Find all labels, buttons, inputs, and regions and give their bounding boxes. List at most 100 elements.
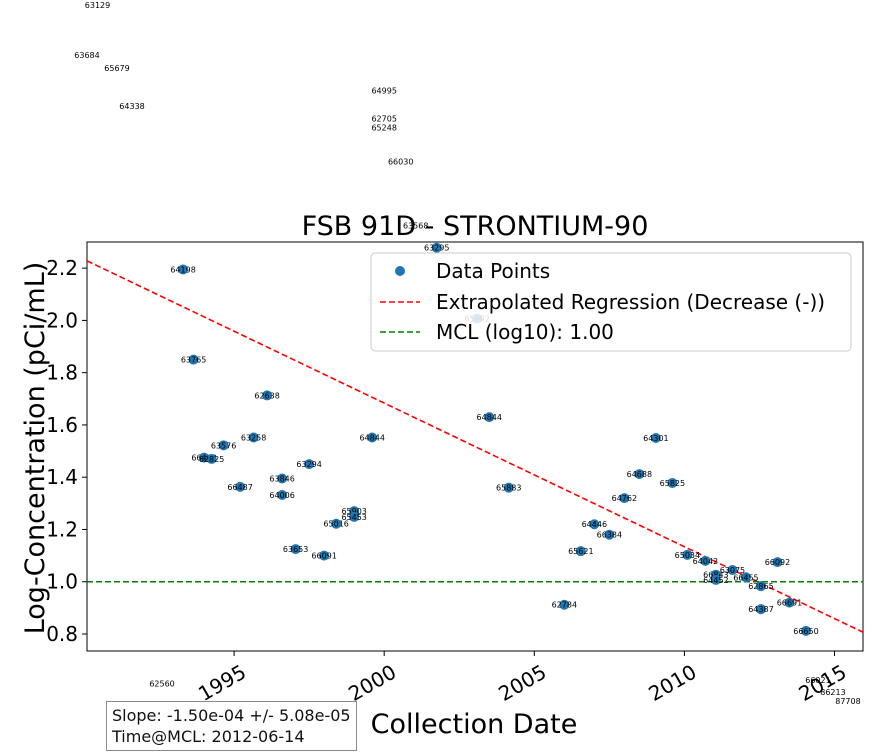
y-tick-label: 0.8 (46, 622, 78, 646)
data-point-label: 64452 (703, 576, 728, 585)
stray-label: 65679 (104, 64, 129, 73)
data-point (248, 432, 259, 443)
stray-label: 63568 (403, 221, 428, 230)
data-point-label: 63294 (296, 460, 321, 469)
data-point-label: 65883 (496, 484, 521, 493)
data-point-label: 63576 (211, 441, 236, 450)
data-point-label: 66650 (793, 627, 818, 636)
stray-label: 66030 (388, 157, 413, 166)
data-point (559, 599, 570, 610)
data-point (277, 473, 288, 484)
data-point (710, 574, 721, 585)
data-point-label: 63075 (720, 566, 745, 575)
data-point-label: 63846 (269, 475, 294, 484)
data-point (178, 264, 189, 275)
data-point (431, 242, 442, 253)
data-point (727, 564, 738, 575)
data-point (700, 555, 711, 566)
y-tick-label: 1.8 (46, 361, 78, 385)
stray-label: 65248 (371, 123, 396, 132)
data-point (349, 511, 360, 522)
data-point (235, 481, 246, 492)
stray-label: 64995 (371, 87, 396, 96)
y-tick-label: 2.0 (46, 308, 78, 332)
data-point-label: 65034 (675, 551, 700, 560)
legend: Data Points Extrapolated Regression (Dec… (370, 252, 852, 352)
stray-label: 62705 (371, 114, 396, 123)
data-point-label: 63258 (241, 433, 266, 442)
data-point (304, 459, 315, 470)
data-point-label: 62638 (254, 391, 279, 400)
data-point-label: 64688 (627, 470, 652, 479)
data-point (589, 519, 600, 530)
legend-points-label: Data Points (436, 259, 550, 283)
data-point (188, 354, 199, 365)
stray-label: 63129 (85, 1, 110, 10)
x-tick-label: 2010 (644, 660, 700, 706)
stray-label: 63684 (74, 51, 99, 60)
data-point-label: 63765 (181, 356, 206, 365)
stray-label: 64338 (119, 102, 144, 111)
y-tick-label: 1.0 (46, 570, 78, 594)
stray-label: 62560 (149, 679, 174, 688)
time-at-mcl-text: Time@MCL: 2012-06-14 (112, 727, 305, 746)
legend-box (370, 252, 852, 352)
data-point-label: 65825 (660, 479, 685, 488)
y-tick-label: 1.2 (46, 517, 78, 541)
data-point (667, 477, 678, 488)
data-point-label: 64042 (693, 557, 718, 566)
data-point-label: 66091 (311, 552, 336, 561)
data-point-label: 64446 (582, 520, 607, 529)
data-point-label: 64387 (748, 605, 773, 614)
stats-box: Slope: -1.50e-04 +/- 5.08e-05 Time@MCL: … (106, 701, 357, 751)
data-point (331, 518, 342, 529)
data-point (277, 489, 288, 500)
data-point (755, 581, 766, 592)
stray-label: 87708 (835, 697, 860, 706)
data-point (784, 597, 795, 608)
data-point (206, 453, 217, 464)
x-tick-label: 2000 (344, 660, 400, 706)
data-point (800, 625, 811, 636)
x-axis-label: Collection Date (371, 709, 578, 740)
data-point (575, 546, 586, 557)
data-point-label: 64006 (269, 491, 294, 500)
data-point-label: 62865 (748, 582, 773, 591)
y-axis-ticks: 0.8 1.0 1.2 1.4 1.6 1.8 2.0 2.2 (46, 256, 87, 646)
y-tick-label: 2.2 (46, 256, 78, 280)
data-point (604, 529, 615, 540)
data-point (755, 604, 766, 615)
data-point-label: 66463 (191, 454, 216, 463)
data-point-label: 66092 (765, 558, 790, 567)
legend-regression-label: Extrapolated Regression (Decrease (-)) (436, 290, 825, 314)
data-point-label: 64844 (477, 413, 502, 422)
data-point-label: 65016 (323, 520, 348, 529)
data-point-label: 64301 (643, 434, 668, 443)
chart-title: FSB 91D - STRONTIUM-90 (302, 211, 649, 242)
data-point (218, 440, 229, 451)
data-point-label: 64844 (359, 433, 384, 442)
data-point (262, 390, 273, 401)
stray-label: 86213 (820, 688, 845, 697)
data-point-label: 64198 (170, 265, 195, 274)
data-point (503, 482, 514, 493)
data-point-label: 65903 (341, 507, 366, 516)
data-point-label: 62825 (199, 455, 224, 464)
data-point (634, 469, 645, 480)
data-point (650, 433, 661, 444)
data-point (682, 549, 693, 560)
x-tick-label: 1995 (194, 660, 250, 706)
data-point-label: 66487 (227, 483, 252, 492)
legend-mcl-label: MCL (log10): 1.00 (436, 320, 614, 344)
data-point (367, 432, 378, 443)
x-axis-ticks: 1995 2000 2005 2010 2015 (194, 651, 851, 706)
data-point-label: 63295 (424, 244, 449, 253)
data-point-label: 66384 (597, 531, 622, 540)
y-tick-label: 1.6 (46, 413, 78, 437)
data-point (199, 452, 210, 463)
data-point-label: 62784 (552, 601, 577, 610)
data-point (619, 493, 630, 504)
y-axis-label: Log-Concentration (pCi/mL) (20, 262, 51, 635)
